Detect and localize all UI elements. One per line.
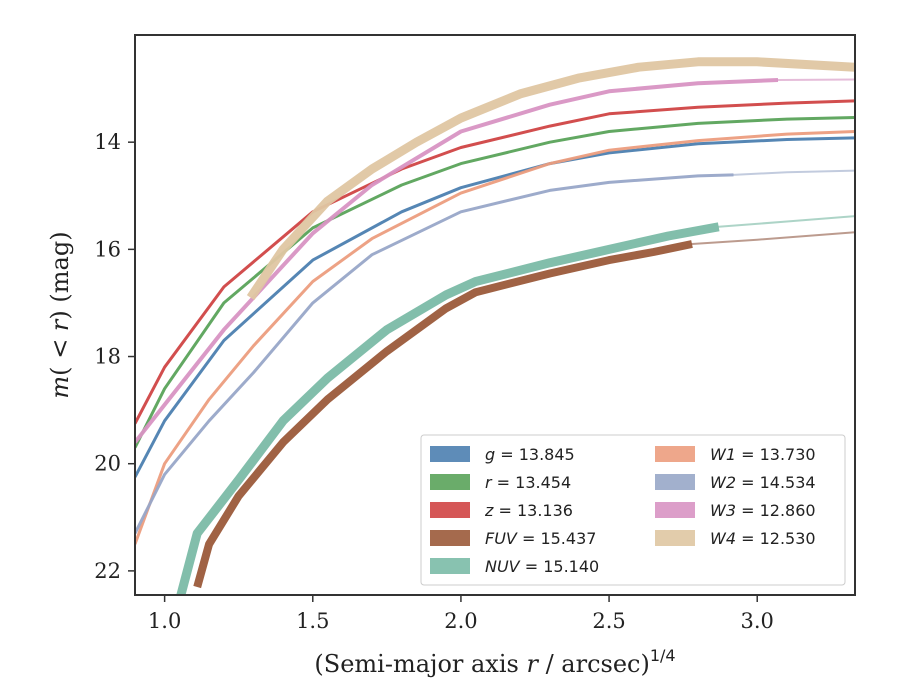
series-w2-extension-line <box>732 169 855 176</box>
series-g-line <box>135 136 855 478</box>
legend-label-nuv: NUV = 15.140 <box>485 557 599 576</box>
series-z-line <box>135 99 855 425</box>
series-w3-extension-line <box>777 78 855 81</box>
legend-swatch-w2 <box>655 474 695 490</box>
series-w4-line <box>246 57 855 301</box>
legend-label-w4: W4 = 12.530 <box>710 529 816 548</box>
y-tick-label: 16 <box>94 237 121 261</box>
legend-swatch-w3 <box>655 502 695 518</box>
series-nuv-extension-line <box>717 215 855 228</box>
series-w1-line <box>135 130 855 545</box>
x-axis-title: (Semi-major axis r / arcsec)1/4 <box>314 646 675 678</box>
series-fuv-line <box>193 240 693 589</box>
legend-label-r: r = 13.454 <box>485 473 571 492</box>
legend-swatch-z <box>430 502 470 518</box>
legend-entries: g = 13.845 r = 13.454 z = 13.136 FUV = 15.4… <box>430 445 816 576</box>
legend-swatch-fuv <box>430 530 470 546</box>
legend-label-w2: W2 = 14.534 <box>710 473 816 492</box>
y-tick-label: 20 <box>94 452 121 476</box>
y-tick-label: 18 <box>94 345 121 369</box>
x-tick-label: 1.5 <box>296 609 329 633</box>
y-tick-label: 22 <box>94 559 121 583</box>
ticks-layer: 1.0 1.5 2.0 2.5 3.0 14 16 18 20 22 <box>94 130 774 633</box>
legend-label-z: z = 13.136 <box>484 501 573 520</box>
series-fuv-extension-line <box>691 231 855 245</box>
x-tick-label: 2.0 <box>444 609 477 633</box>
legend-label-w3: W3 = 12.860 <box>710 501 816 520</box>
series-r-line <box>135 116 855 449</box>
series-layer <box>135 57 855 595</box>
y-axis-title: m( < r) (mag) <box>46 231 74 398</box>
x-tick-label: 1.0 <box>148 609 181 633</box>
legend-swatch-w1 <box>655 446 695 462</box>
plot-frame <box>134 34 856 596</box>
legend-label-fuv: FUV = 15.437 <box>485 529 596 548</box>
legend: g = 13.845 r = 13.454 z = 13.136 FUV = 15.4… <box>420 434 846 586</box>
series-w3-line <box>135 78 779 444</box>
legend-swatch-g <box>430 446 470 462</box>
legend-swatch-nuv <box>430 558 470 574</box>
series-w2-line <box>135 173 734 535</box>
x-tick-label: 2.5 <box>592 609 625 633</box>
legend-label-g: g = 13.845 <box>485 445 575 464</box>
legend-label-w1: W1 = 13.730 <box>710 445 816 464</box>
series-nuv-line <box>176 222 720 595</box>
x-tick-label: 3.0 <box>741 609 774 633</box>
legend-frame <box>420 434 846 586</box>
legend-swatch-w4 <box>655 530 695 546</box>
legend-swatch-r <box>430 474 470 490</box>
y-tick-label: 14 <box>94 130 121 154</box>
